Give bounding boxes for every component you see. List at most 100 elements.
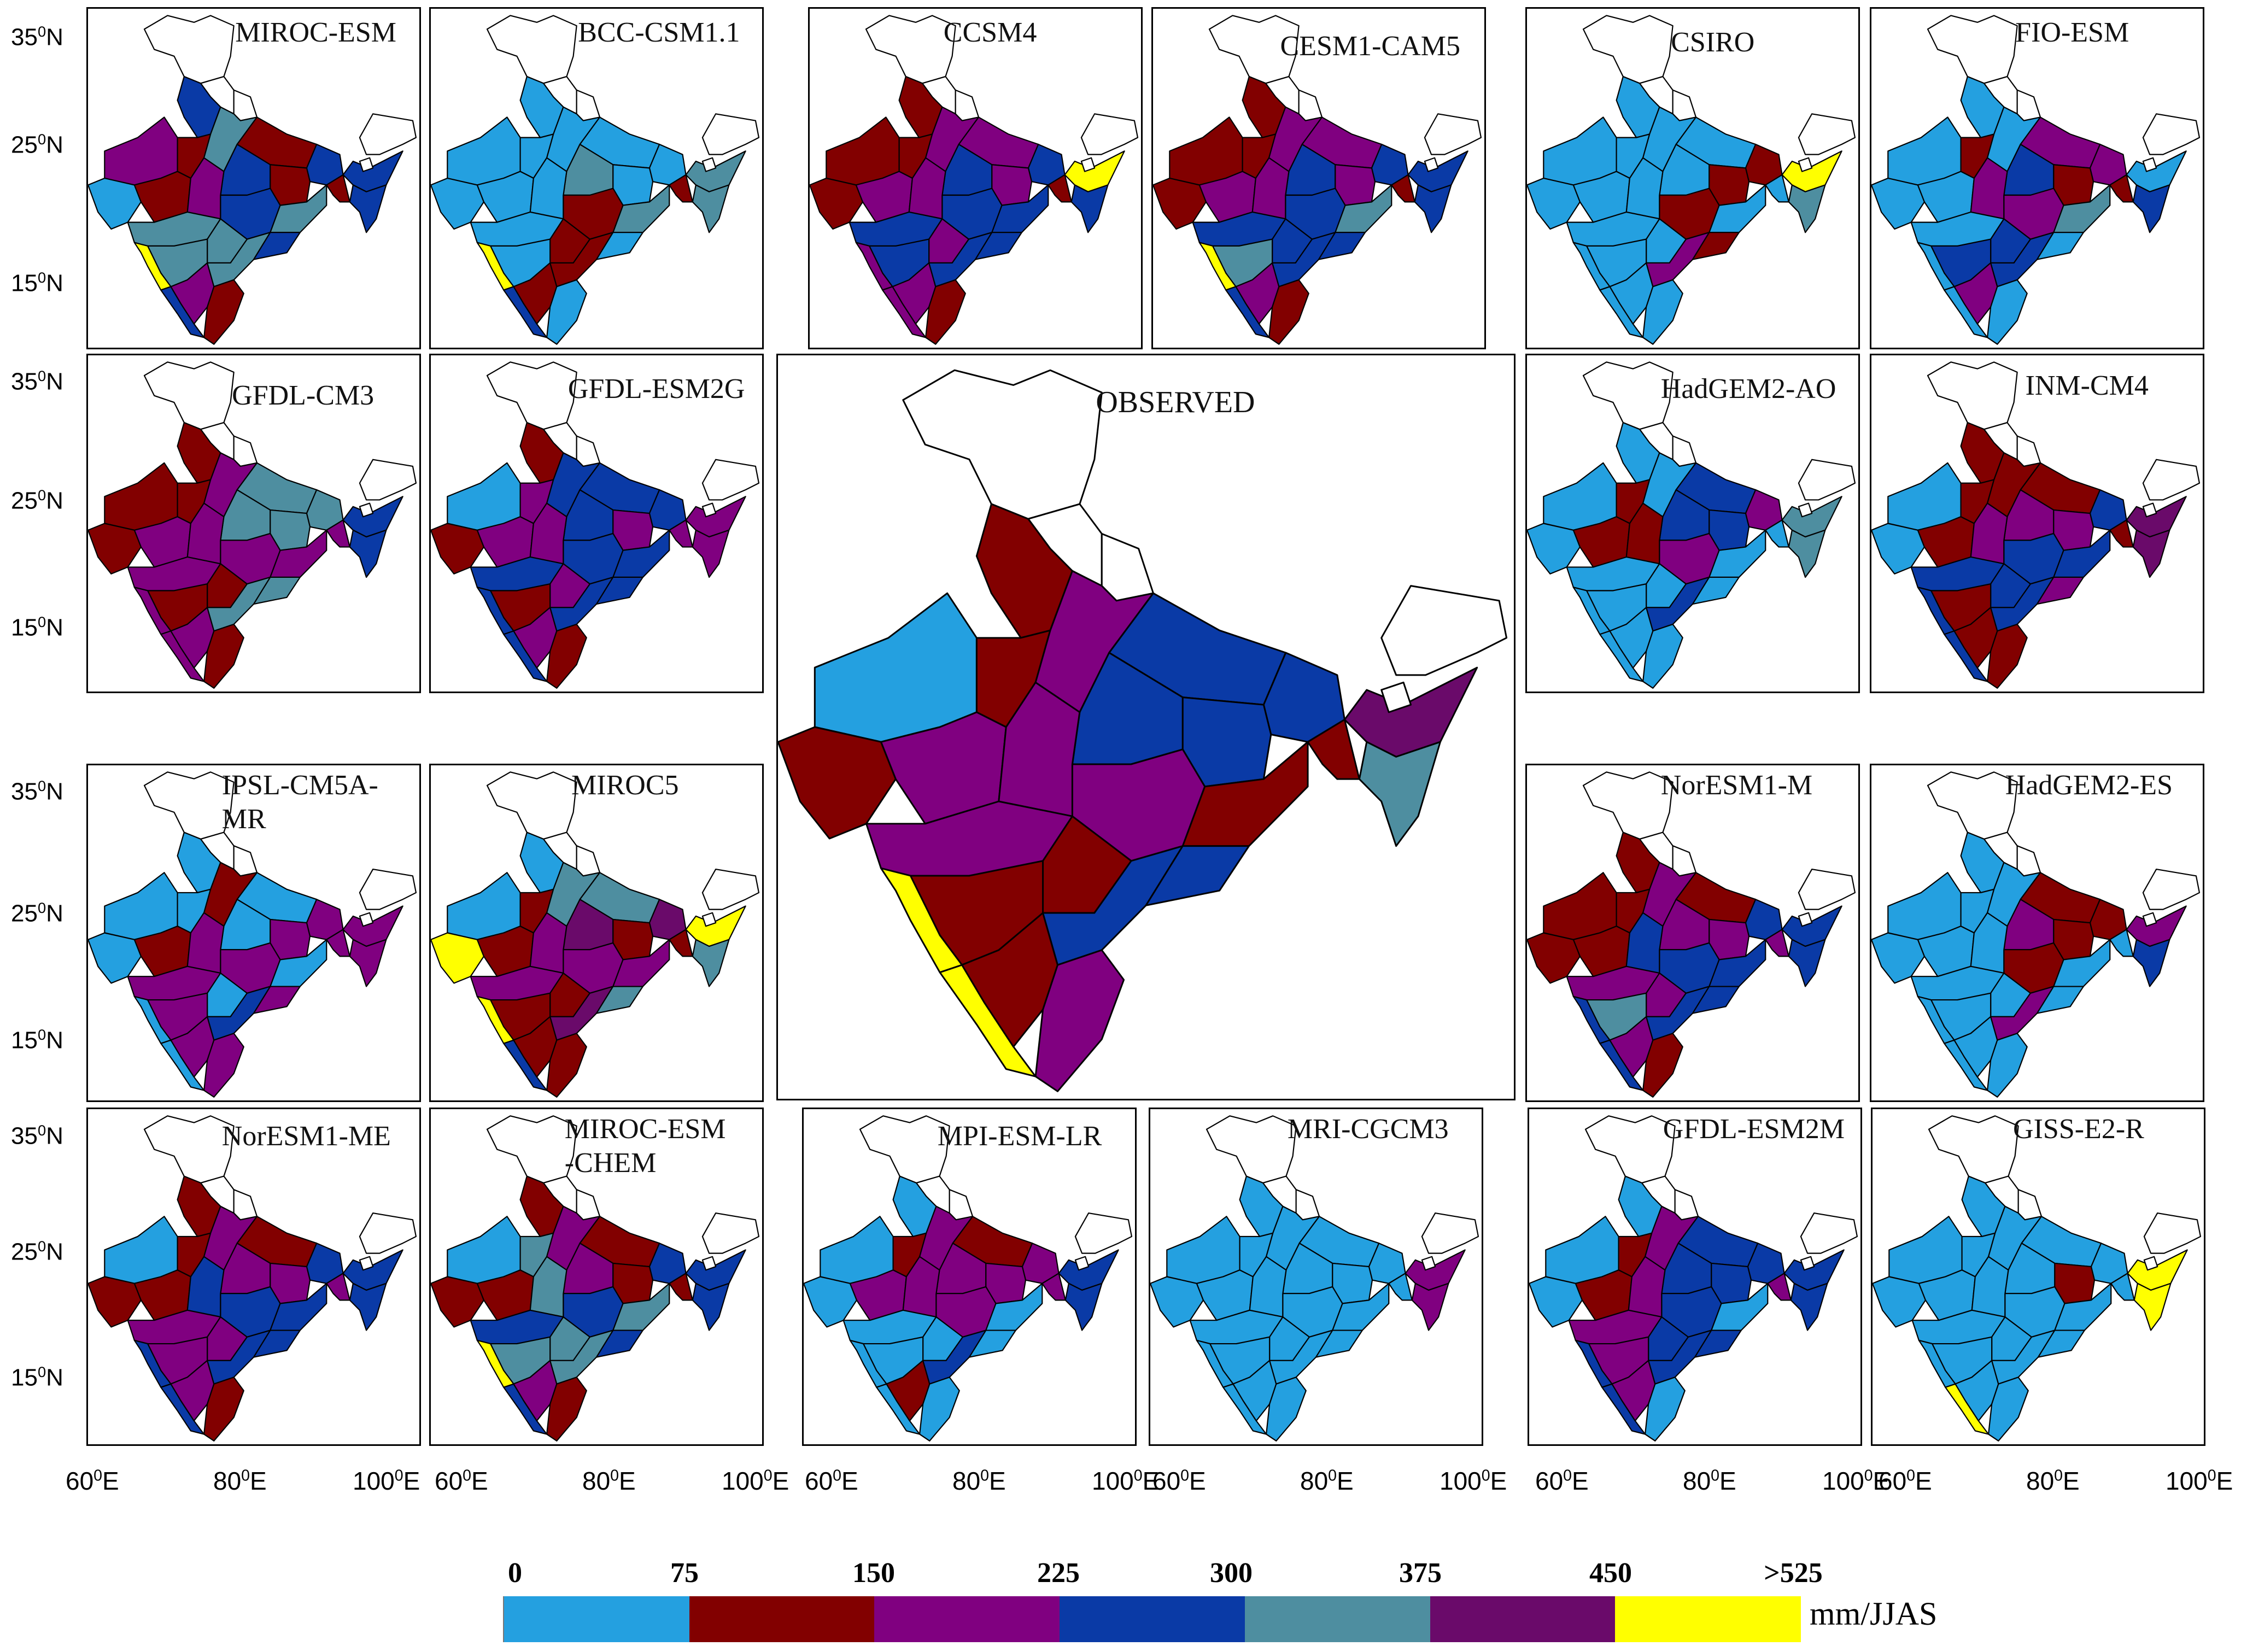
region-23 [1405, 1249, 1466, 1291]
india-map [810, 15, 1139, 345]
region-21 [1315, 1329, 1363, 1358]
map-panel-miroc-esm-chem: MIROC-ESM -CHEM [429, 1108, 764, 1446]
region-25 [1388, 1273, 1413, 1301]
region-21 [253, 232, 301, 260]
region-kashmir [143, 361, 235, 430]
panel-label: CESM1-CAM5 [1280, 30, 1460, 62]
region-22 [203, 279, 244, 345]
lat-label: 150N [11, 613, 63, 641]
region-sikkim [701, 157, 717, 172]
region-22 [1266, 1376, 1307, 1442]
region-sikkim [1798, 157, 1813, 172]
map-panel-gfdl-esm2g: GFDL-ESM2G [429, 354, 764, 693]
region-kashmir [143, 15, 235, 84]
lat-label: 350N [11, 777, 63, 805]
map-panel-observed: OBSERVED [776, 354, 1516, 1100]
region-5 [431, 523, 485, 575]
panel-label: OBSERVED [1096, 385, 1255, 419]
lon-label: 600E [1879, 1467, 1932, 1495]
region-uttarakhand [1298, 89, 1323, 121]
india-map [1527, 771, 1856, 1098]
region-1 [1166, 1216, 1241, 1284]
map-panel-hadgem2-es: HadGEM2-ES [1870, 764, 2204, 1102]
india-map [804, 1115, 1133, 1442]
colorbar-units: mm/JJAS [1810, 1596, 1938, 1632]
region-25 [326, 1273, 350, 1301]
colorbar-swatch-5 [1244, 1596, 1431, 1642]
panel-label: MIROC5 [571, 770, 679, 801]
lat-label: 250N [11, 131, 63, 159]
region-kashmir [486, 361, 577, 430]
region-1 [104, 872, 178, 940]
india-map [1871, 15, 2201, 345]
region-21 [2036, 986, 2084, 1014]
region-arunachal [1800, 1212, 1858, 1254]
region-uttarakhand [576, 435, 601, 467]
map-panel-miroc5: MIROC5 [429, 764, 764, 1102]
lon-label: 800E [2026, 1467, 2080, 1495]
india-map [1527, 361, 1856, 689]
region-kashmir [1584, 1115, 1676, 1184]
panel-label: NorESM1-M [1660, 770, 1813, 801]
region-1 [1543, 462, 1617, 531]
region-25 [2109, 174, 2134, 203]
region-21 [595, 232, 643, 260]
region-uttarakhand [2016, 89, 2041, 121]
panel-label: MPI-ESM-LR [937, 1120, 1102, 1152]
region-22 [203, 1033, 244, 1098]
region-uttarakhand [949, 1189, 974, 1221]
region-1 [826, 116, 900, 186]
map-panel-giss-e2-r: GISS-E2-R [1871, 1108, 2205, 1446]
region-24 [1788, 939, 1826, 987]
india-map [1871, 771, 2201, 1098]
region-21 [595, 576, 643, 605]
region-5 [778, 726, 897, 840]
region-21 [1692, 576, 1740, 605]
region-24 [349, 1282, 387, 1331]
region-25 [2109, 519, 2134, 548]
colorbar-swatch-3 [874, 1596, 1061, 1642]
region-1 [1543, 116, 1617, 186]
region-kashmir [143, 771, 235, 840]
region-23 [342, 1249, 403, 1291]
region-kashmir [1582, 15, 1674, 84]
panel-label: IPSL-CM5A- MR [221, 770, 378, 835]
region-1 [447, 872, 521, 940]
map-panel-cesm1-cam5: CESM1-CAM5 [1151, 7, 1486, 349]
region-5 [88, 1276, 142, 1328]
region-arunachal [1798, 113, 1856, 155]
india-map [778, 369, 1508, 1092]
region-kashmir [486, 771, 577, 840]
region-5 [431, 1276, 485, 1328]
region-25 [1765, 929, 1789, 957]
region-25 [326, 174, 350, 203]
region-1 [1543, 872, 1617, 940]
lon-label: 1000E [722, 1467, 789, 1495]
map-panel-bcc-csm1-1: BCC-CSM1.1 [429, 7, 764, 349]
colorbar-tick-label: 0 [508, 1557, 522, 1589]
region-23 [342, 150, 403, 192]
region-22 [1642, 1033, 1683, 1098]
panel-label: CSIRO [1671, 27, 1755, 58]
region-23 [1064, 150, 1125, 192]
region-arunachal [701, 459, 760, 501]
region-24 [692, 184, 730, 233]
region-1 [1545, 1216, 1619, 1284]
region-24 [349, 184, 387, 233]
region-uttarakhand [576, 1189, 601, 1221]
india-map [1153, 15, 1482, 345]
region-21 [968, 1329, 1016, 1358]
region-21 [253, 986, 301, 1014]
region-1 [104, 116, 178, 186]
region-kashmir [1927, 15, 2018, 84]
region-25 [2110, 1273, 2135, 1301]
region-21 [2036, 576, 2084, 605]
region-uttarakhand [1672, 89, 1697, 121]
region-23 [2126, 496, 2187, 538]
map-panel-csiro: CSIRO [1525, 7, 1860, 349]
region-arunachal [1421, 1212, 1479, 1254]
region-1 [820, 1216, 894, 1284]
region-22 [203, 623, 244, 689]
lat-label: 350N [11, 1122, 63, 1150]
region-uttarakhand [1295, 1189, 1320, 1221]
